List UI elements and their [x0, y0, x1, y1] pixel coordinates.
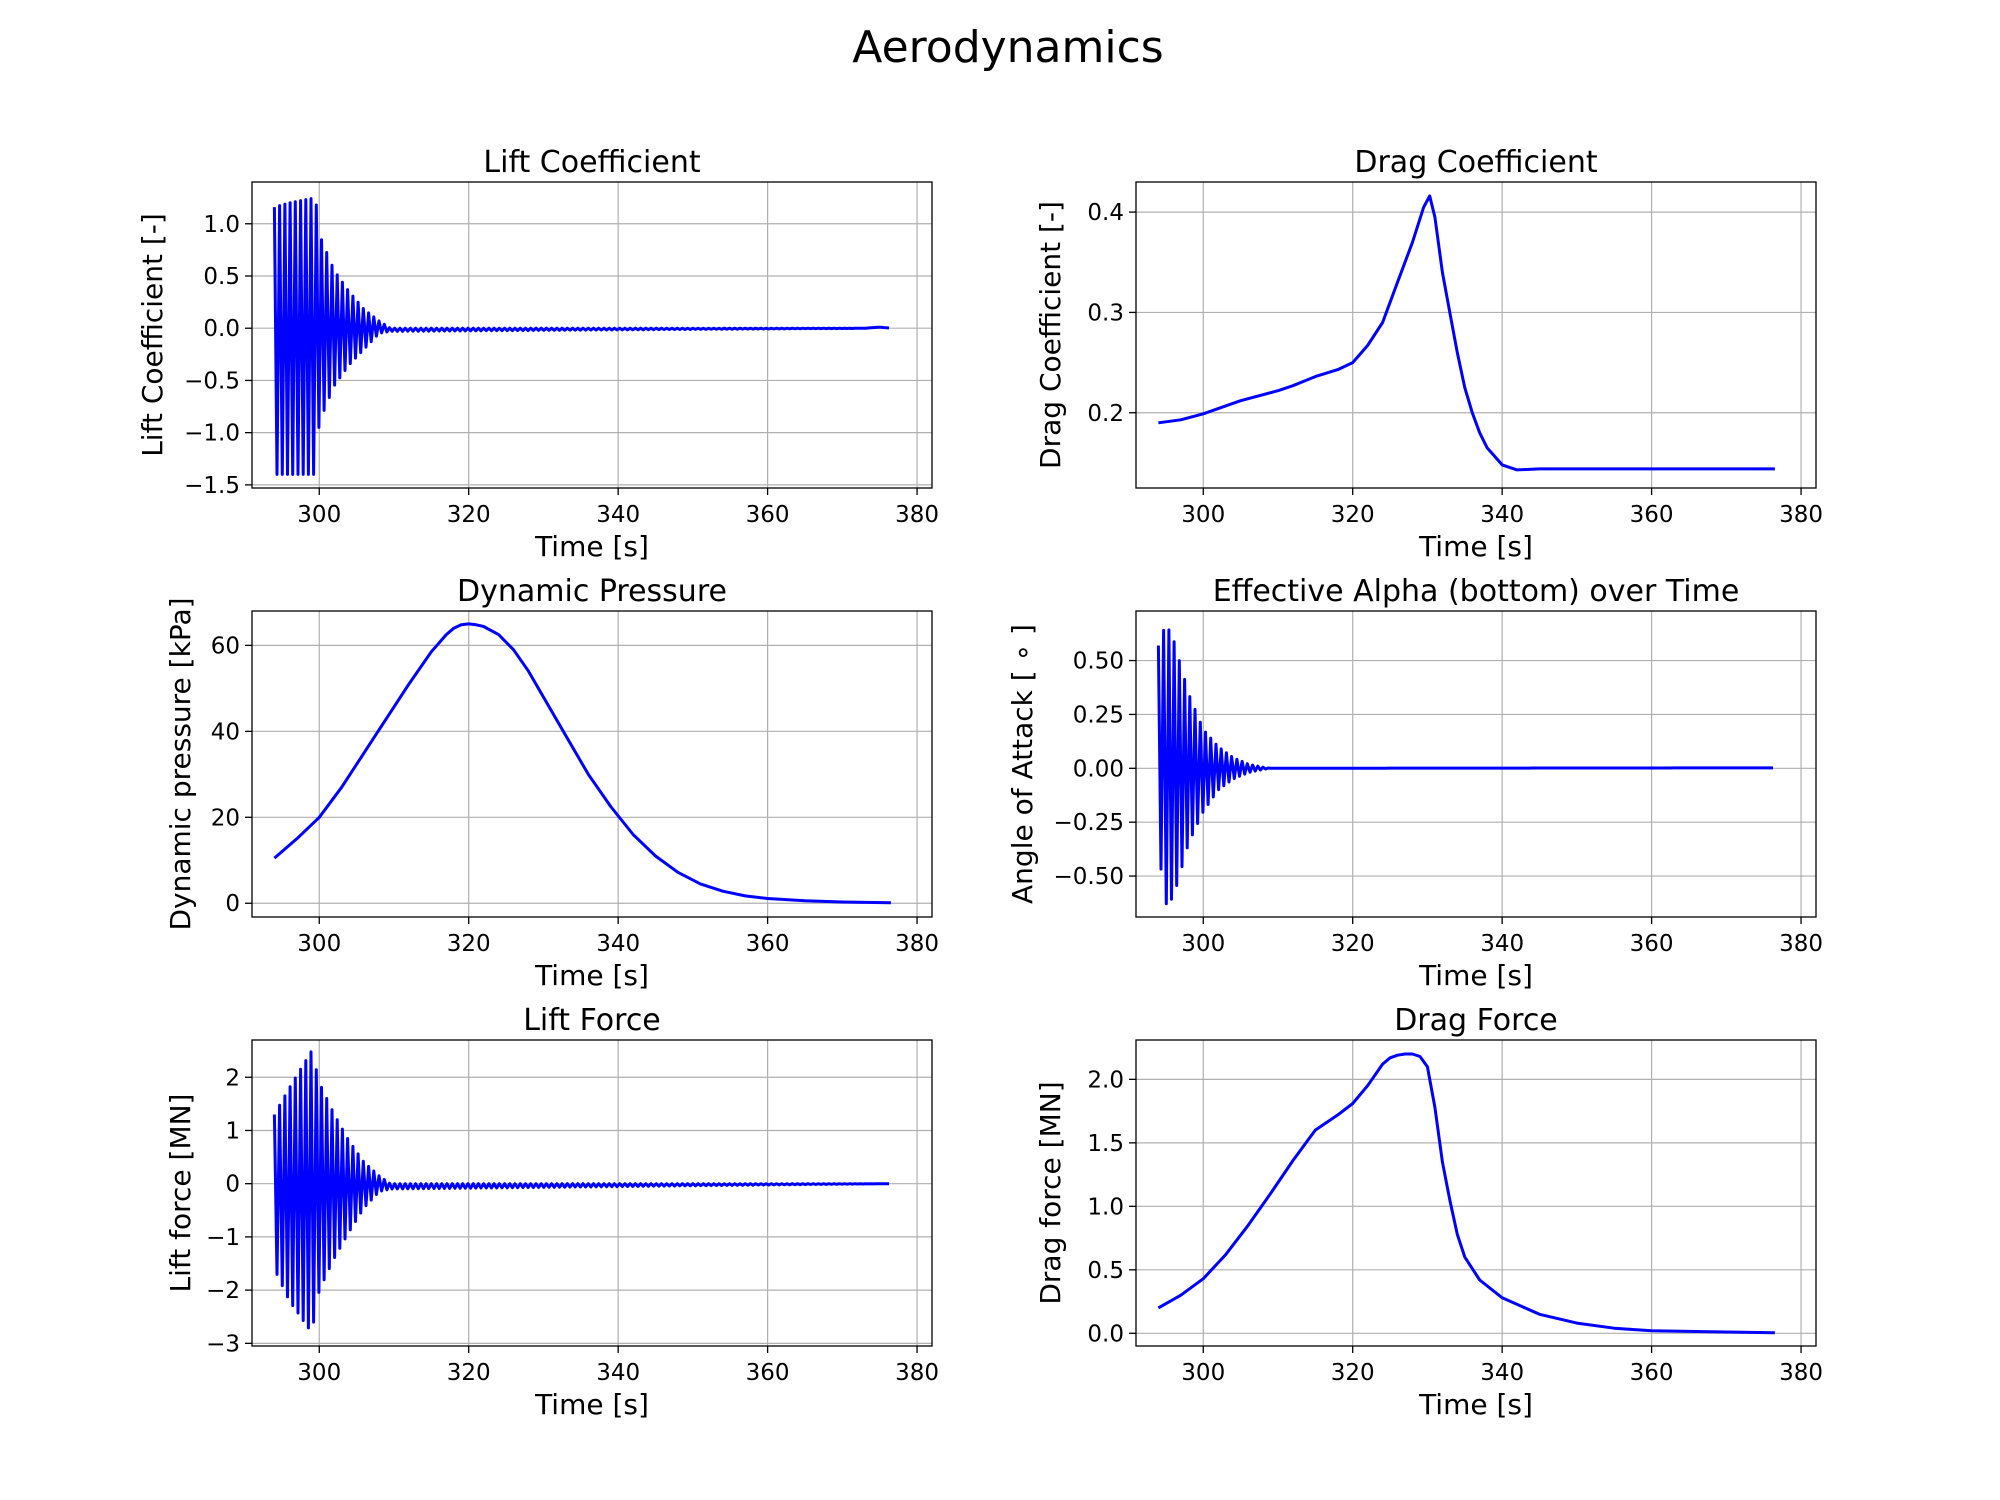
x-axis-label: Time [s]	[534, 1388, 649, 1421]
plot-frame	[1135, 1039, 1817, 1347]
y-tick-label: 1.0	[203, 212, 240, 238]
y-tick-label: −0.25	[1054, 810, 1124, 836]
x-tick-label: 320	[1331, 1360, 1375, 1386]
x-tick-label: 360	[1630, 931, 1674, 957]
y-axis-label: Lift force [MN]	[164, 1094, 197, 1293]
series-line-dynamic-pressure	[273, 622, 891, 905]
x-tick-label: 300	[297, 1360, 341, 1386]
x-tick-label: 320	[447, 931, 491, 957]
x-axis-label: Time [s]	[534, 530, 649, 563]
x-axis-label: Time [s]	[534, 959, 649, 992]
y-tick-label: 1.0	[1087, 1194, 1124, 1220]
y-tick-label: −1.0	[184, 421, 240, 447]
y-tick-label: 40	[211, 719, 240, 745]
x-tick-label: 340	[1480, 931, 1524, 957]
y-axis-label: Lift Coefficient [-]	[136, 213, 169, 457]
panel-drag-coefficient: 300 320 340 360 380 0.2 0.3 0.4 Drag Coefficient…	[1034, 145, 1823, 563]
x-tick-label: 300	[297, 931, 341, 957]
x-axis-label: Time [s]	[1418, 959, 1533, 992]
y-tick-label: 0.0	[1087, 1321, 1124, 1347]
y-axis-label: Drag force [MN]	[1034, 1081, 1067, 1304]
x-tick-label: 360	[1630, 502, 1674, 528]
x-tick-label: 340	[1480, 1360, 1524, 1386]
panel-title: Effective Alpha (bottom) over Time	[1213, 574, 1740, 609]
x-tick-label: 300	[1181, 502, 1225, 528]
x-tick-label: 340	[596, 931, 640, 957]
y-tick-label: 0.2	[1087, 401, 1124, 427]
y-tick-label: 1.5	[1087, 1131, 1124, 1157]
x-tick-label: 300	[1181, 1360, 1225, 1386]
panel-title: Drag Coefficient	[1354, 145, 1597, 180]
y-tick-label: −1	[206, 1225, 240, 1251]
x-tick-label: 320	[1331, 931, 1375, 957]
x-tick-label: 360	[1630, 1360, 1674, 1386]
y-tick-label: 2	[225, 1065, 240, 1091]
x-tick-label: 380	[895, 931, 939, 957]
x-tick-label: 380	[895, 1360, 939, 1386]
panel-title: Drag Force	[1394, 1003, 1558, 1038]
panel-effective-alpha: 300 320 340 360 380 −0.50 −0.25 0.00 0.25 0.50 Eff…	[1006, 574, 1823, 992]
panel-title: Lift Force	[523, 1003, 661, 1038]
x-tick-label: 320	[1331, 502, 1375, 528]
y-tick-label: 0	[225, 891, 240, 917]
x-tick-label: 360	[746, 1360, 790, 1386]
y-tick-label: 0.5	[203, 264, 240, 290]
y-tick-label: 20	[211, 805, 240, 831]
panel-title: Dynamic Pressure	[457, 574, 727, 609]
figure-title: Aerodynamics	[852, 22, 1163, 73]
x-tick-label: 380	[1779, 931, 1823, 957]
y-tick-label: 1	[225, 1118, 240, 1144]
y-tick-label: 2.0	[1087, 1067, 1124, 1093]
x-tick-label: 300	[1181, 931, 1225, 957]
y-tick-label: 0.4	[1087, 200, 1124, 226]
y-tick-label: 0.50	[1073, 649, 1124, 675]
y-tick-label: −0.50	[1054, 864, 1124, 890]
x-tick-label: 380	[1779, 1360, 1823, 1386]
y-axis-label: Drag Coefficient [-]	[1034, 201, 1067, 469]
y-tick-label: −1.5	[184, 473, 240, 499]
series-line-drag-coefficient	[1158, 194, 1775, 472]
plot-frame	[251, 610, 933, 918]
x-tick-label: 360	[746, 931, 790, 957]
x-tick-label: 380	[1779, 502, 1823, 528]
x-tick-label: 320	[447, 502, 491, 528]
x-tick-label: 340	[1480, 502, 1524, 528]
panel-lift-force: 300 320 340 360 380 −3 −2 −1 0 1 2 Lift Force Time […	[164, 1003, 939, 1421]
x-tick-label: 300	[297, 502, 341, 528]
x-tick-label: 380	[895, 502, 939, 528]
y-axis-label: Dynamic pressure [kPa]	[164, 597, 197, 930]
y-tick-label: 0.0	[203, 316, 240, 342]
y-tick-label: 60	[211, 633, 240, 659]
x-tick-label: 340	[596, 502, 640, 528]
panel-dynamic-pressure: 300 320 340 360 380 0 20 40 60 Dynamic Pressure Ti…	[164, 574, 939, 992]
x-axis-label: Time [s]	[1418, 530, 1533, 563]
x-tick-label: 320	[447, 1360, 491, 1386]
plot-frame	[1135, 610, 1817, 918]
y-tick-label: 0	[225, 1172, 240, 1198]
x-tick-label: 360	[746, 502, 790, 528]
x-tick-label: 340	[596, 1360, 640, 1386]
series-line-drag-force	[1157, 1052, 1775, 1335]
series-line-lift-force	[272, 1050, 889, 1330]
panel-lift-coefficient: 300 320 340 360 380 −1.5 −1.0 −0.5 0.0 0.5 1.0 Lift…	[136, 145, 939, 563]
y-axis-label: Angle of Attack [ ∘ ]	[1006, 624, 1039, 904]
panel-title: Lift Coefficient	[483, 145, 700, 180]
plot-frame	[251, 1039, 933, 1347]
x-axis-label: Time [s]	[1418, 1388, 1533, 1421]
y-tick-label: −2	[206, 1278, 240, 1304]
panel-drag-force: 300 320 340 360 380 0.0 0.5 1.0 1.5 2.0 Drag Force…	[1034, 1003, 1823, 1421]
y-tick-label: 0.5	[1087, 1258, 1124, 1284]
plot-frame	[1135, 181, 1817, 489]
series-line-lift-coefficient	[272, 197, 890, 476]
series-line-effective-alpha	[1156, 628, 1773, 906]
plot-frame	[251, 181, 933, 489]
y-tick-label: 0.3	[1087, 300, 1124, 326]
y-tick-label: −3	[206, 1331, 240, 1357]
y-tick-label: 0.25	[1073, 702, 1124, 728]
y-tick-label: −0.5	[184, 368, 240, 394]
y-tick-label: 0.00	[1073, 756, 1124, 782]
